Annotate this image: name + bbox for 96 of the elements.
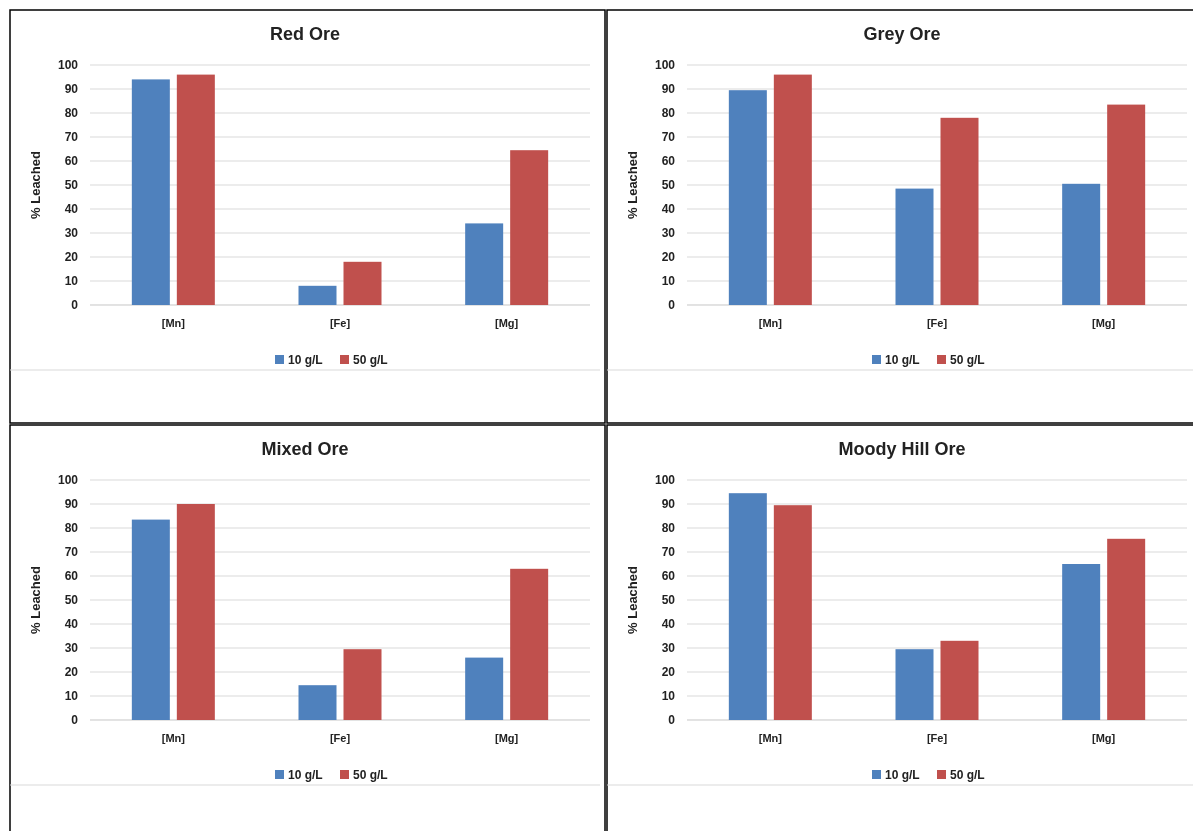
y-tick-label: 80 bbox=[64, 521, 79, 536]
bar bbox=[1062, 183, 1101, 305]
x-tick-label: [Fe] bbox=[926, 317, 948, 329]
x-tick-label: [Mn] bbox=[758, 317, 783, 329]
x-tick-label: [Fe] bbox=[329, 317, 351, 329]
y-tick-label: 40 bbox=[64, 202, 79, 217]
bar bbox=[940, 640, 979, 720]
y-tick-label: 90 bbox=[64, 497, 79, 512]
x-tick-label: [Fe] bbox=[329, 732, 351, 744]
legend-label: 50 g/L bbox=[353, 768, 388, 783]
bar bbox=[131, 519, 170, 720]
y-tick-label: 70 bbox=[661, 545, 676, 560]
bar bbox=[895, 188, 934, 305]
bar bbox=[1062, 564, 1101, 720]
x-tick-label: [Mn] bbox=[161, 317, 186, 329]
x-tick-label: [Mg] bbox=[1092, 732, 1116, 744]
y-tick-label: 90 bbox=[661, 82, 676, 97]
bar bbox=[728, 493, 767, 720]
bar bbox=[176, 504, 215, 720]
y-tick-label: 100 bbox=[654, 473, 676, 488]
y-axis-title: % Leached bbox=[28, 150, 43, 219]
bar bbox=[510, 568, 549, 720]
y-tick-label: 80 bbox=[661, 521, 676, 536]
y-tick-label: 40 bbox=[661, 202, 676, 217]
y-tick-label: 40 bbox=[64, 617, 79, 632]
x-tick-label: [Fe] bbox=[926, 732, 948, 744]
bar bbox=[728, 90, 767, 305]
x-tick-label: [Mg] bbox=[1092, 317, 1116, 329]
y-tick-label: 90 bbox=[661, 497, 676, 512]
y-tick-label: 80 bbox=[64, 106, 79, 121]
y-tick-label: 80 bbox=[661, 106, 676, 121]
y-tick-label: 30 bbox=[64, 641, 79, 656]
legend-label: 10 g/L bbox=[885, 353, 920, 368]
x-tick-label: [Mn] bbox=[758, 732, 783, 744]
y-tick-label: 70 bbox=[64, 545, 79, 560]
y-tick-label: 50 bbox=[661, 593, 676, 608]
bar bbox=[895, 649, 934, 720]
bar bbox=[298, 685, 337, 720]
bar bbox=[131, 79, 170, 305]
bar bbox=[773, 505, 812, 720]
y-tick-label: 0 bbox=[668, 298, 676, 313]
y-tick-label: 100 bbox=[57, 58, 79, 73]
bar bbox=[1107, 538, 1146, 720]
y-tick-label: 60 bbox=[661, 154, 676, 169]
y-tick-label: 100 bbox=[654, 58, 676, 73]
y-tick-label: 70 bbox=[661, 130, 676, 145]
y-tick-label: 20 bbox=[64, 665, 79, 680]
chart-title: Moody Hill Ore bbox=[838, 439, 966, 459]
chart-title: Mixed Ore bbox=[261, 439, 349, 459]
legend-label: 50 g/L bbox=[950, 353, 985, 368]
y-tick-label: 30 bbox=[64, 226, 79, 241]
y-tick-label: 60 bbox=[661, 569, 676, 584]
bar bbox=[176, 74, 215, 305]
y-axis-title: % Leached bbox=[28, 565, 43, 634]
bar bbox=[510, 150, 549, 305]
y-axis-title: % Leached bbox=[625, 150, 640, 219]
y-tick-label: 10 bbox=[64, 689, 79, 704]
y-tick-label: 60 bbox=[64, 569, 79, 584]
bar bbox=[1107, 104, 1146, 305]
y-tick-label: 30 bbox=[661, 226, 676, 241]
bar bbox=[465, 223, 504, 305]
y-tick-label: 10 bbox=[661, 689, 676, 704]
x-tick-label: [Mg] bbox=[495, 732, 519, 744]
y-tick-label: 10 bbox=[64, 274, 79, 289]
y-axis-title: % Leached bbox=[625, 565, 640, 634]
y-tick-label: 50 bbox=[64, 593, 79, 608]
bar bbox=[343, 261, 382, 305]
y-tick-label: 100 bbox=[57, 473, 79, 488]
y-tick-label: 10 bbox=[661, 274, 676, 289]
y-tick-label: 90 bbox=[64, 82, 79, 97]
x-tick-label: [Mn] bbox=[161, 732, 186, 744]
legend-label: 10 g/L bbox=[288, 353, 323, 368]
y-tick-label: 50 bbox=[661, 178, 676, 193]
y-tick-label: 0 bbox=[668, 713, 676, 728]
legend-label: 10 g/L bbox=[288, 768, 323, 783]
legend-label: 50 g/L bbox=[353, 353, 388, 368]
bar bbox=[940, 117, 979, 305]
chart-title: Red Ore bbox=[269, 24, 341, 44]
y-tick-label: 70 bbox=[64, 130, 79, 145]
y-tick-label: 30 bbox=[661, 641, 676, 656]
bar bbox=[465, 657, 504, 720]
x-tick-label: [Mg] bbox=[495, 317, 519, 329]
y-tick-label: 40 bbox=[661, 617, 676, 632]
y-tick-label: 20 bbox=[661, 250, 676, 265]
legend-label: 50 g/L bbox=[950, 768, 985, 783]
y-tick-label: 20 bbox=[661, 665, 676, 680]
bar bbox=[343, 649, 382, 720]
chart-title: Grey Ore bbox=[863, 24, 941, 44]
legend-label: 10 g/L bbox=[885, 768, 920, 783]
y-tick-label: 0 bbox=[71, 298, 79, 313]
bar bbox=[773, 74, 812, 305]
y-tick-label: 50 bbox=[64, 178, 79, 193]
y-tick-label: 0 bbox=[71, 713, 79, 728]
y-tick-label: 60 bbox=[64, 154, 79, 169]
bar bbox=[298, 285, 337, 305]
y-tick-label: 20 bbox=[64, 250, 79, 265]
